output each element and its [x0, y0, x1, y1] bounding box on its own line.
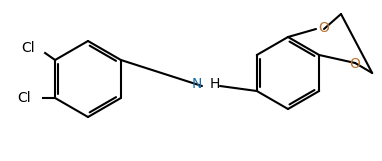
Text: O: O — [349, 57, 360, 71]
Text: Cl: Cl — [18, 91, 31, 105]
Text: Cl: Cl — [21, 41, 35, 55]
Text: H: H — [210, 77, 220, 91]
Text: N: N — [192, 77, 202, 91]
Text: O: O — [318, 21, 329, 35]
